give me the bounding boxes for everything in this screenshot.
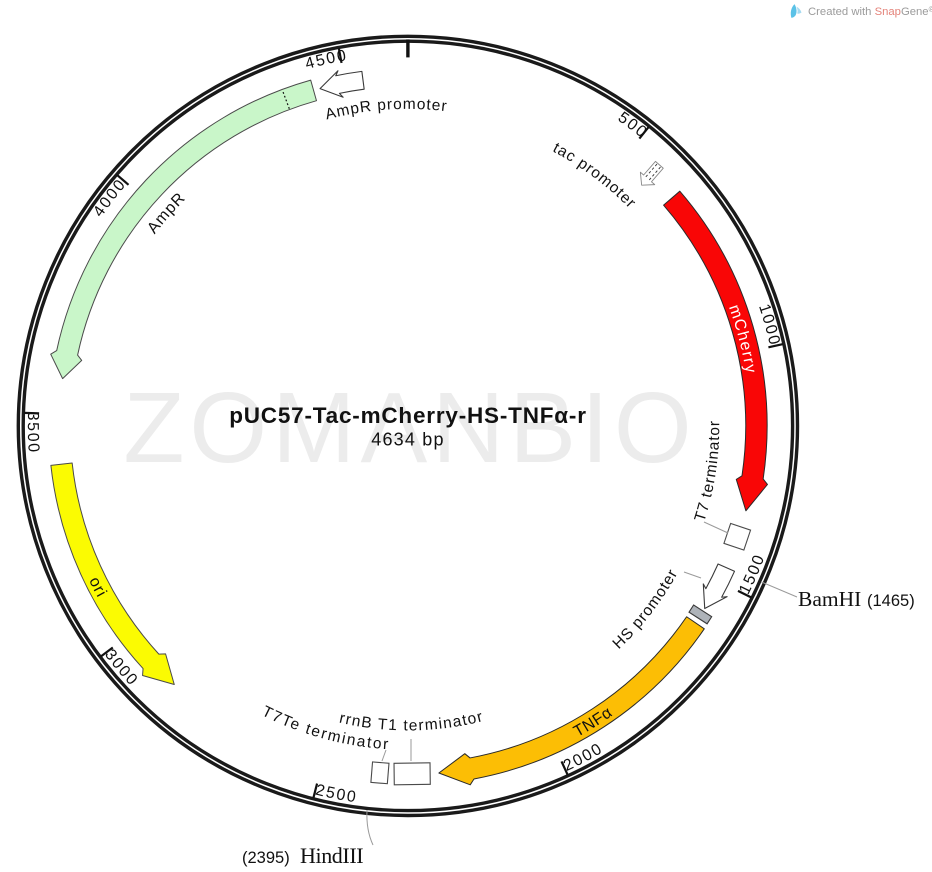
svg-text:BamHI: BamHI	[798, 587, 861, 611]
svg-text:HindIII: HindIII	[300, 843, 363, 868]
svg-text:pUC57-Tac-mCherry-HS-TNFα-r: pUC57-Tac-mCherry-HS-TNFα-r	[229, 403, 587, 428]
svg-text:(1465): (1465)	[867, 592, 915, 610]
svg-text:(2395): (2395)	[242, 849, 290, 867]
svg-text:ZOMANBIO: ZOMANBIO	[123, 372, 696, 484]
svg-text:4634 bp: 4634 bp	[371, 430, 444, 450]
svg-text:Created with SnapGene®: Created with SnapGene®	[808, 5, 932, 18]
svg-text:3500: 3500	[24, 411, 42, 454]
